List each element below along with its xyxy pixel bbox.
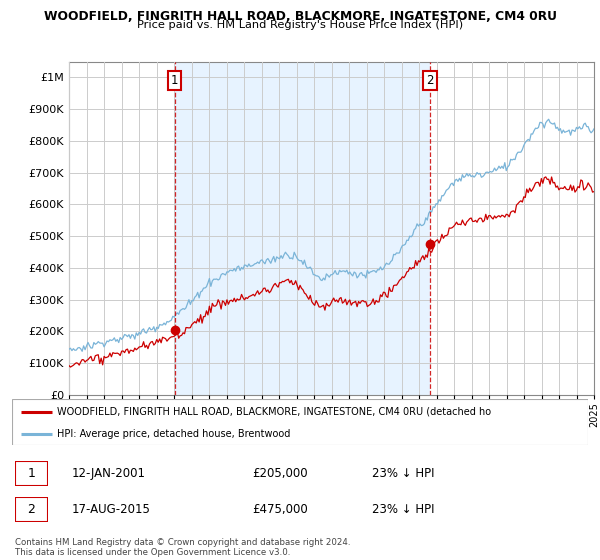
Text: 2: 2 — [426, 74, 434, 87]
Text: HPI: Average price, detached house, Brentwood: HPI: Average price, detached house, Bren… — [57, 429, 290, 438]
Text: Contains HM Land Registry data © Crown copyright and database right 2024.
This d: Contains HM Land Registry data © Crown c… — [15, 538, 350, 557]
Text: 17-AUG-2015: 17-AUG-2015 — [72, 503, 151, 516]
Text: WOODFIELD, FINGRITH HALL ROAD, BLACKMORE, INGATESTONE, CM4 0RU: WOODFIELD, FINGRITH HALL ROAD, BLACKMORE… — [44, 10, 557, 22]
Text: Price paid vs. HM Land Registry's House Price Index (HPI): Price paid vs. HM Land Registry's House … — [137, 20, 463, 30]
Text: 12-JAN-2001: 12-JAN-2001 — [72, 466, 146, 480]
Text: 2: 2 — [28, 503, 35, 516]
Text: 23% ↓ HPI: 23% ↓ HPI — [372, 503, 434, 516]
Bar — [175, 62, 430, 395]
Text: £475,000: £475,000 — [252, 503, 308, 516]
Text: WOODFIELD, FINGRITH HALL ROAD, BLACKMORE, INGATESTONE, CM4 0RU (detached ho: WOODFIELD, FINGRITH HALL ROAD, BLACKMORE… — [57, 407, 491, 417]
Text: 23% ↓ HPI: 23% ↓ HPI — [372, 466, 434, 480]
Text: 1: 1 — [28, 466, 35, 480]
Text: 1: 1 — [171, 74, 178, 87]
Text: £205,000: £205,000 — [252, 466, 308, 480]
